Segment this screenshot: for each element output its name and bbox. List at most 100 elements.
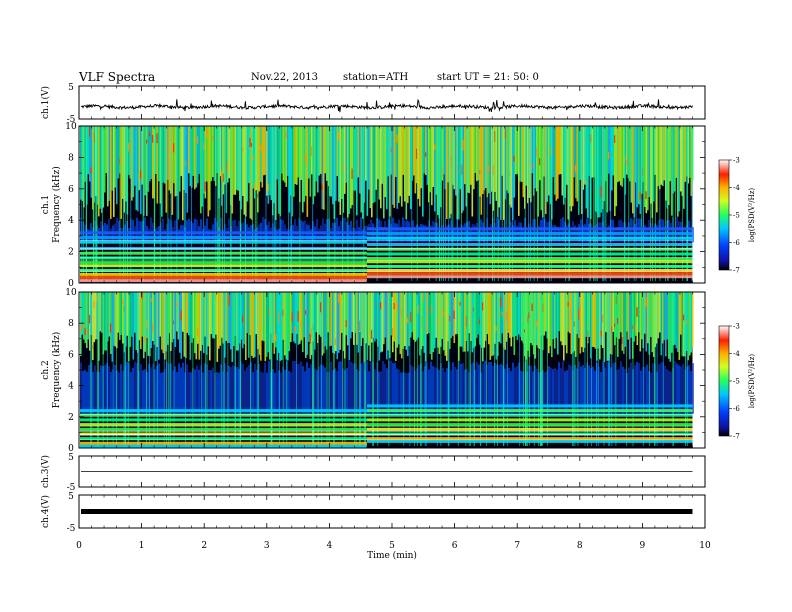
hot-pixel — [431, 305, 433, 315]
noise-streak — [224, 292, 226, 358]
noise-streak — [281, 292, 283, 360]
freq-band — [80, 236, 367, 239]
mid-band — [92, 227, 94, 243]
noise-streak — [656, 126, 658, 213]
noise-streak — [437, 126, 439, 216]
mid-band — [98, 227, 100, 243]
mid-band — [664, 365, 666, 414]
mid-band — [660, 218, 662, 243]
mid-band — [580, 219, 582, 243]
noise-streak — [480, 292, 483, 348]
mid-band — [446, 368, 448, 414]
mid-band — [194, 369, 196, 414]
noise-streak — [528, 126, 531, 198]
mid-band — [502, 228, 504, 243]
noise-streak — [147, 126, 150, 192]
noise-streak — [411, 126, 414, 181]
noise-streak — [563, 126, 565, 205]
hot-pixel — [206, 128, 208, 138]
noise-streak — [551, 292, 553, 358]
y-tick-label: 0 — [68, 444, 74, 454]
noise-streak — [507, 292, 510, 333]
hot-pixel — [156, 133, 158, 144]
noise-streak — [692, 126, 694, 181]
hot-pixel — [173, 320, 175, 324]
noise-streak — [548, 292, 550, 354]
hot-pixel — [338, 294, 340, 303]
mid-band — [234, 220, 236, 243]
mid-band — [116, 218, 118, 243]
freq-band — [366, 413, 693, 417]
mid-band — [370, 361, 372, 414]
mid-band — [536, 368, 538, 414]
mid-band — [214, 217, 216, 243]
mid-band — [94, 365, 96, 414]
noise-streak — [233, 126, 235, 195]
mid-band — [612, 363, 614, 414]
noise-streak — [396, 292, 399, 348]
noise-streak — [332, 292, 334, 353]
noise-streak — [117, 292, 120, 333]
mid-band — [580, 366, 582, 414]
mid-band — [278, 370, 280, 414]
noise-streak — [617, 292, 619, 357]
noise-streak — [126, 292, 129, 336]
mid-band — [154, 369, 156, 414]
noise-streak — [231, 126, 234, 214]
noise-streak — [197, 126, 199, 184]
noise-streak — [246, 292, 249, 334]
noise-streak — [629, 126, 631, 182]
noise-streak — [621, 126, 624, 187]
mid-band — [230, 366, 232, 414]
noise-streak — [222, 292, 225, 344]
hot-pixel — [371, 329, 373, 339]
mid-band — [374, 369, 376, 414]
mid-band — [472, 362, 474, 414]
mid-band — [620, 219, 622, 243]
hot-pixel — [482, 302, 484, 311]
freq-band — [366, 423, 693, 427]
hot-pixel — [608, 151, 610, 160]
noise-streak — [204, 292, 207, 337]
noise-streak — [252, 292, 255, 359]
mid-band — [280, 219, 282, 243]
noise-streak — [521, 292, 523, 341]
hot-pixel — [275, 334, 277, 342]
mid-band — [150, 367, 152, 414]
noise-streak — [162, 292, 165, 354]
noise-streak — [212, 126, 214, 178]
noise-streak — [132, 126, 135, 198]
mid-band — [624, 368, 626, 414]
mid-band — [188, 219, 190, 243]
freq-band — [366, 265, 693, 268]
noise-streak — [156, 126, 159, 204]
mid-band — [508, 367, 510, 414]
noise-streak — [293, 292, 295, 342]
noise-streak — [354, 126, 357, 191]
noise-streak — [482, 126, 484, 194]
noise-streak — [90, 126, 93, 198]
noise-streak — [104, 292, 106, 351]
mid-band — [224, 363, 226, 414]
noise-streak — [534, 292, 537, 359]
hot-pixel — [488, 166, 490, 173]
noise-streak — [305, 292, 307, 358]
noise-streak — [143, 126, 145, 216]
noise-streak — [548, 126, 550, 196]
mid-band — [172, 370, 174, 414]
noise-streak — [287, 292, 289, 361]
hot-pixel — [212, 136, 214, 140]
hot-pixel — [401, 308, 403, 317]
mid-band — [512, 362, 514, 414]
noise-streak — [330, 292, 333, 346]
noise-streak — [536, 292, 538, 346]
hot-pixel — [437, 318, 439, 324]
noise-streak — [350, 292, 352, 339]
hot-pixel — [573, 321, 575, 327]
mid-band — [426, 362, 428, 414]
noise-streak — [392, 126, 394, 205]
mid-band — [462, 363, 464, 414]
mid-band — [210, 370, 212, 414]
x-tick-label: 7 — [514, 541, 520, 551]
noise-streak — [423, 126, 426, 174]
